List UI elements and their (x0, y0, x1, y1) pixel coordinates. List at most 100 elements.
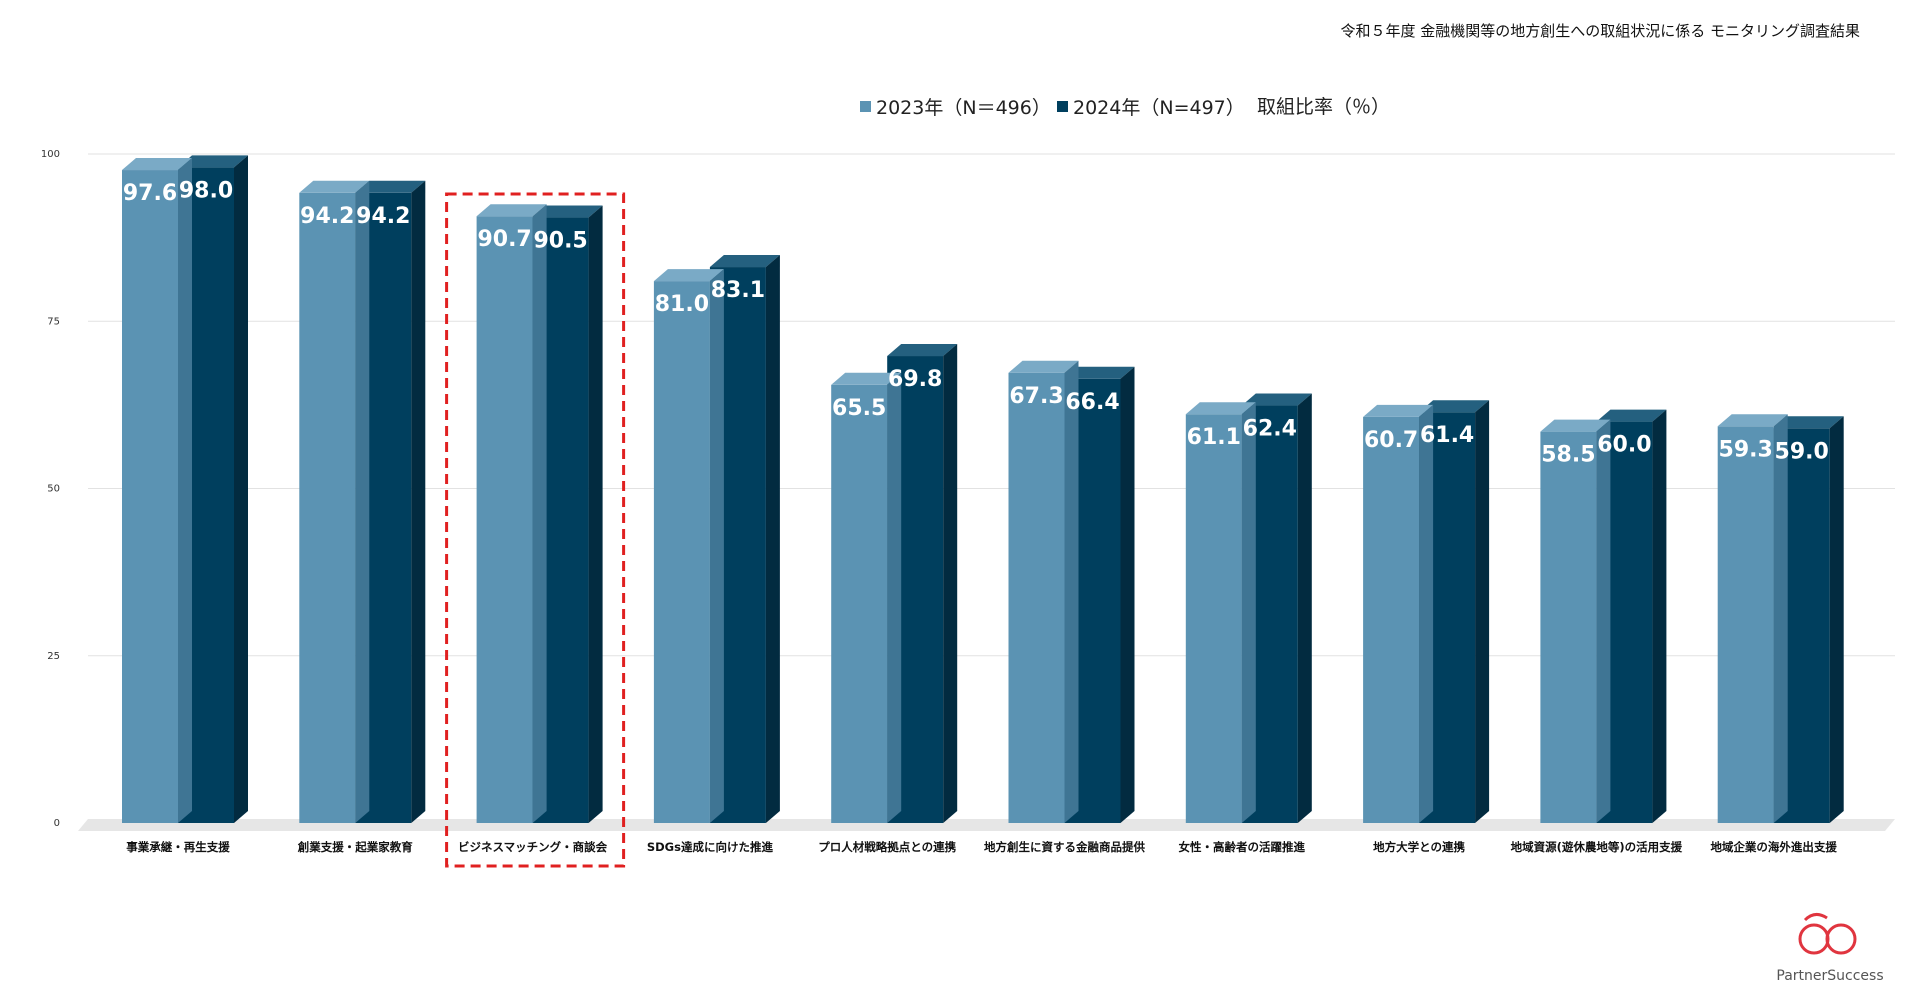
bar-top (299, 180, 370, 193)
category-label: 地方大学との連携 (1373, 840, 1465, 854)
bar-top (887, 344, 958, 357)
legend-swatch-2024 (1057, 101, 1068, 112)
highlight-box (445, 192, 626, 868)
bar-group (1008, 360, 1135, 823)
legend-swatch-2023 (860, 101, 871, 112)
unit-label: 取組比率（％） (1257, 96, 1390, 118)
bar-group (476, 204, 603, 824)
value-label: 69.8 (888, 367, 942, 392)
bar-side (411, 180, 426, 823)
legend: 2023年（N＝496） 2024年（N=497） 取組比率（％） (860, 96, 1390, 119)
bar-top (1008, 360, 1079, 373)
bar-side (588, 205, 603, 823)
y-axis-ticks: 0 25 50 75 100 (41, 149, 60, 829)
bar-top (1064, 366, 1135, 379)
category-label: ビジネスマッチング・商談会 (458, 840, 608, 854)
bar-2023 (653, 269, 724, 823)
category-label: 地域企業の海外進出支援 (1710, 840, 1837, 854)
highlight-dashed-box (445, 192, 626, 868)
chart-subtitle: 令和５年度 金融機関等の地方創生への取組状況に係る モニタリング調査結果 (1340, 22, 1860, 40)
value-label: 90.5 (533, 229, 587, 254)
bar-group (299, 180, 426, 823)
bar-front (831, 384, 888, 823)
value-label: 59.3 (1719, 437, 1773, 462)
bar-2023 (1185, 402, 1256, 823)
bar-top (532, 205, 603, 218)
bar-top (1717, 414, 1788, 427)
bar-side (1297, 393, 1312, 823)
bar-top (122, 158, 192, 171)
bar-group (831, 344, 958, 823)
bar-top (709, 255, 780, 268)
value-label: 97.6 (123, 181, 177, 206)
bar-2023 (122, 158, 192, 823)
bar-side (355, 180, 370, 823)
category-label: 創業支援・起業家教育 (297, 840, 413, 854)
bar-top (1363, 404, 1434, 417)
bar-side (709, 269, 724, 823)
bar-side (765, 255, 780, 823)
bar-front (1717, 426, 1774, 823)
value-label: 60.7 (1364, 428, 1418, 453)
bar-side (1829, 416, 1844, 823)
bar-group (1540, 409, 1667, 823)
bar-group (1185, 393, 1312, 823)
legend-label-2023: 2023年（N＝496） (876, 97, 1051, 119)
value-label: 81.0 (655, 292, 709, 317)
value-label: 83.1 (711, 278, 765, 303)
bar-side (178, 158, 192, 823)
bars (122, 155, 1844, 824)
bar-side (1241, 402, 1256, 823)
category-label: 女性・高齢者の活躍推進 (1179, 840, 1306, 854)
bar-front (122, 170, 178, 823)
logo-mark-icon (1798, 913, 1857, 955)
bar-front (299, 192, 356, 823)
category-label: 地域資源(遊休農地等)の活用支援 (1511, 840, 1683, 854)
bar-top (178, 155, 248, 168)
partnersuccess-logo: PartnerSuccess (1776, 913, 1884, 984)
bar-top (1540, 419, 1611, 432)
category-labels: 事業承継・再生支援 創業支援・起業家教育 ビジネスマッチング・商談会 SDGs達成に向… (126, 840, 1837, 854)
bar-front (1363, 416, 1420, 823)
value-label: 94.2 (300, 204, 354, 229)
value-label: 90.7 (477, 227, 531, 252)
bar-top (653, 269, 724, 282)
bar-side (1652, 409, 1667, 823)
value-label: 67.3 (1009, 384, 1063, 409)
value-label: 59.0 (1775, 439, 1829, 464)
bar-group (122, 155, 248, 823)
value-label: 60.0 (1597, 433, 1651, 458)
bar-top (1773, 416, 1844, 429)
y-tick-label: 50 (47, 484, 60, 495)
bar-front (653, 281, 710, 823)
value-label: 98.0 (179, 178, 233, 203)
bar-top (1419, 400, 1490, 413)
bar-side (1475, 400, 1490, 823)
y-tick-label: 0 (54, 818, 60, 829)
bar-front (476, 216, 533, 824)
y-tick-label: 100 (41, 149, 60, 160)
category-label: SDGs達成に向けた推進 (647, 840, 774, 854)
value-label: 62.4 (1243, 417, 1297, 442)
bar-2023 (1717, 414, 1788, 823)
bar-2023 (476, 204, 547, 824)
bar-2023 (1540, 419, 1611, 823)
bar-front (1008, 372, 1065, 823)
bar-top (476, 204, 547, 217)
y-tick-label: 75 (47, 316, 60, 327)
bar-2023 (831, 372, 902, 823)
bar-2023 (1363, 404, 1434, 823)
bar-side (1419, 404, 1434, 823)
bar-side (943, 344, 958, 823)
bar-group (1717, 414, 1844, 823)
category-label: 事業承継・再生支援 (126, 840, 230, 854)
value-labels: 98.097.6 94.294.2 90.590.7 83.181.0 69.865.5… (123, 178, 1829, 467)
bar-front (1540, 431, 1597, 823)
bar-side (1596, 419, 1611, 823)
bar-top (1185, 402, 1256, 415)
bar-side (1120, 366, 1135, 823)
bar-side (234, 155, 248, 823)
bar-top (1241, 393, 1312, 406)
y-tick-label: 25 (47, 651, 60, 662)
